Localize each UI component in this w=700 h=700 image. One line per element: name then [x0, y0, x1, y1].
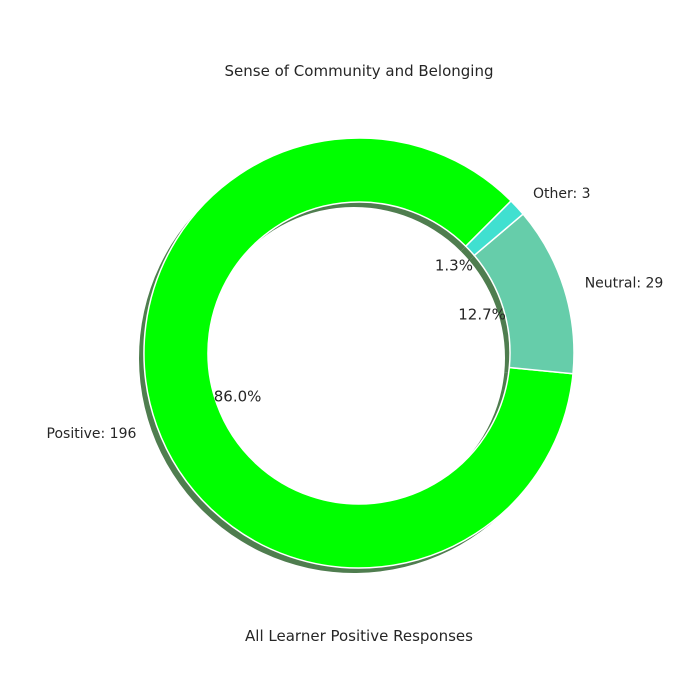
slice-percent-neutral: 12.7%	[458, 306, 506, 324]
slice-percent-positive: 86.0%	[214, 388, 262, 406]
chart-labels: Positive: 196 86.0% Neutral: 29 12.7% Other:…	[47, 186, 664, 442]
slice-other	[464, 199, 525, 257]
slice-percent-other: 1.3%	[435, 257, 473, 275]
slice-label-positive: Positive: 196	[47, 426, 137, 442]
x-axis-label: All Learner Positive Responses	[245, 627, 473, 645]
slice-label-other: Other: 3	[533, 186, 591, 202]
chart-slices	[143, 137, 575, 569]
slice-label-neutral: Neutral: 29	[585, 275, 664, 291]
chart-title: Sense of Community and Belonging	[225, 62, 494, 80]
